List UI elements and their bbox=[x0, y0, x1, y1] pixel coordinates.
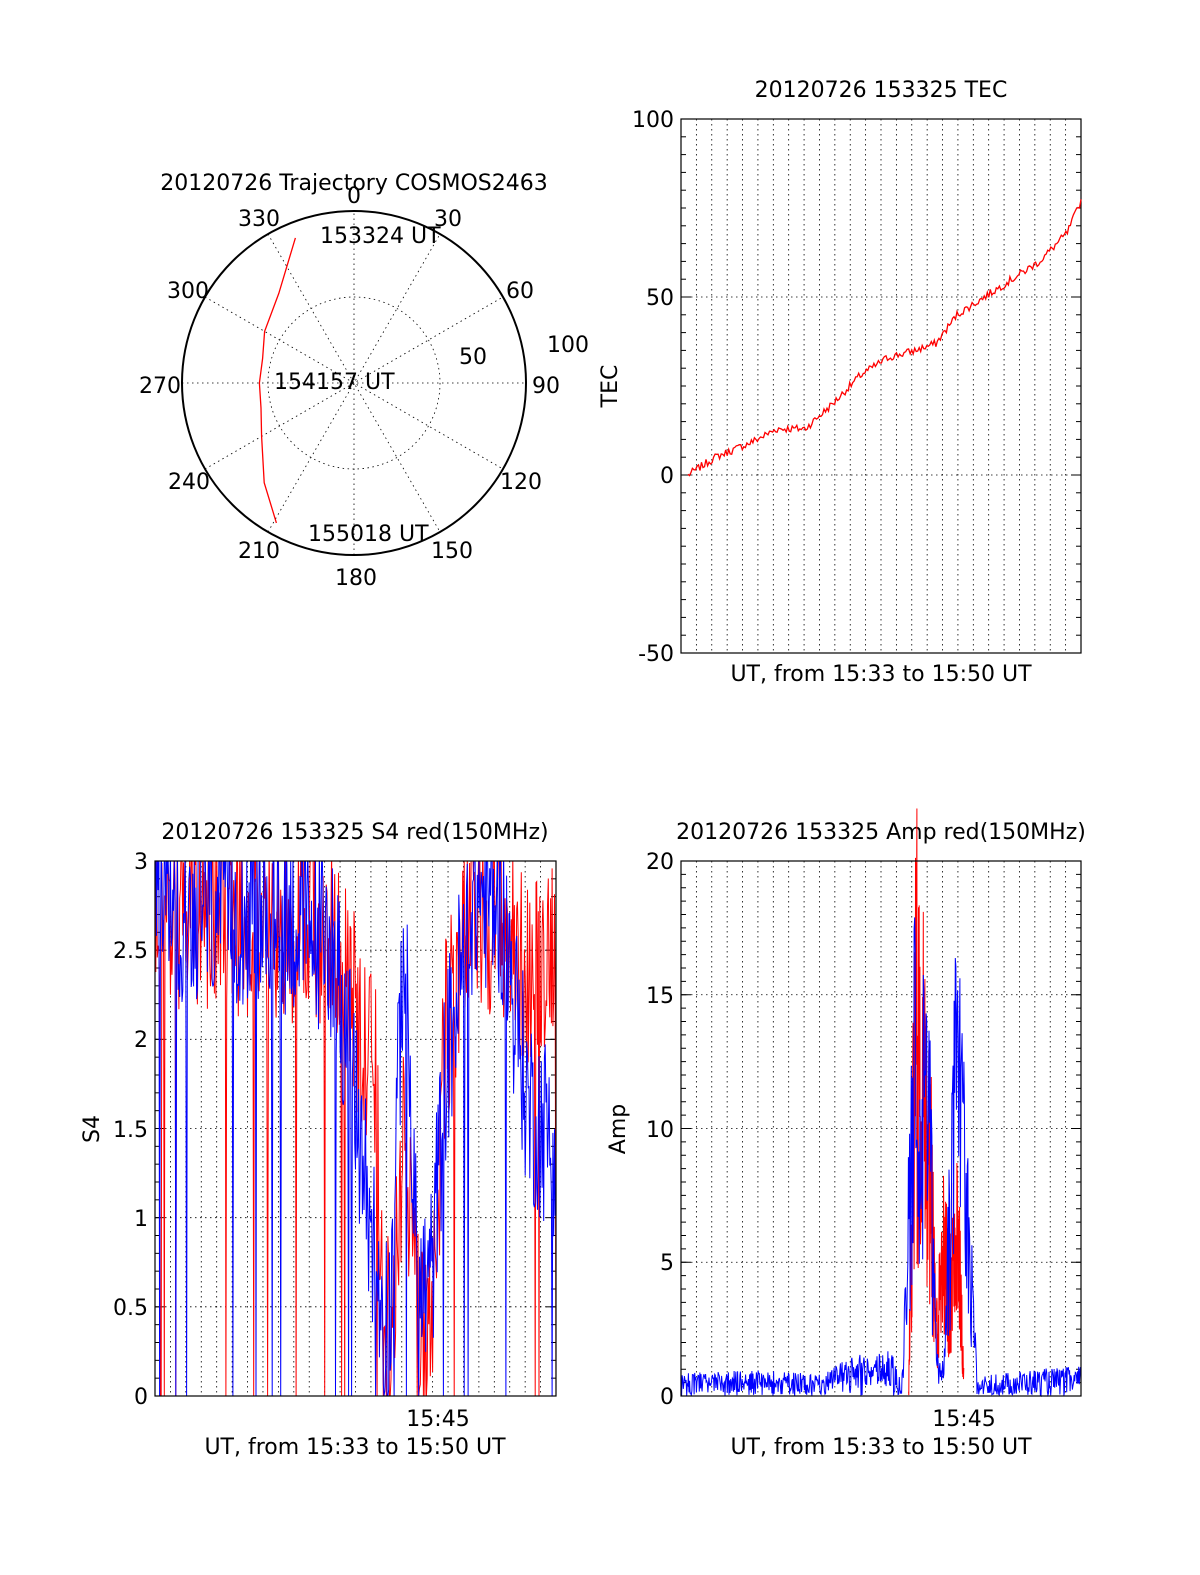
polar-angle-label: 90 bbox=[532, 374, 560, 399]
amp-series bbox=[680, 808, 1082, 1398]
amp-ytick: 5 bbox=[660, 1251, 674, 1276]
s4-ytick: 1 bbox=[134, 1207, 148, 1232]
polar-angle-label: 60 bbox=[506, 279, 534, 304]
amp-series-line bbox=[908, 808, 965, 1396]
trajectory-mid-label: 154157 UT bbox=[274, 370, 395, 395]
polar-angle-label: 240 bbox=[168, 470, 210, 495]
s4-ytick: 0 bbox=[134, 1385, 148, 1410]
polar-radial-label: 50 bbox=[459, 345, 487, 370]
polar-grid bbox=[181, 210, 527, 556]
trajectory-end-label: 155018 UT bbox=[308, 522, 429, 547]
amp-ytick: 0 bbox=[660, 1385, 674, 1410]
tec-ytick: 0 bbox=[660, 464, 674, 489]
amp-title: 20120726 153325 Amp red(150MHz) bbox=[676, 820, 1086, 845]
polar-angle-label: 210 bbox=[238, 539, 280, 564]
s4-y-tick-labels: 3 2.5 2 1.5 1 0.5 0 bbox=[113, 850, 148, 1410]
tec-x-axis-label: UT, from 15:33 to 15:50 UT bbox=[730, 662, 1032, 687]
s4-x-axis-label: UT, from 15:33 to 15:50 UT bbox=[204, 1435, 506, 1460]
tec-panel: 20120726 153325 TEC 100 50 0 -50 TEC UT,… bbox=[598, 78, 1082, 687]
amp-frame bbox=[680, 860, 1082, 1397]
polar-angle-label: 0 bbox=[347, 184, 361, 209]
s4-ytick: 2 bbox=[134, 1028, 148, 1053]
amp-ytick: 20 bbox=[646, 850, 674, 875]
polar-angle-label: 120 bbox=[500, 470, 542, 495]
polar-angle-label: 300 bbox=[167, 279, 209, 304]
tec-ytick: 50 bbox=[646, 286, 674, 311]
amp-x-axis-label: UT, from 15:33 to 15:50 UT bbox=[730, 1435, 1032, 1460]
trajectory-start-label: 153324 UT bbox=[320, 224, 441, 249]
tec-y-axis-label: TEC bbox=[598, 365, 623, 409]
s4-series bbox=[155, 861, 556, 1396]
polar-inner-circle bbox=[267, 296, 441, 470]
polar-angle-label: 270 bbox=[139, 374, 181, 399]
amp-grid bbox=[681, 861, 1081, 1396]
trajectory-line bbox=[258, 237, 297, 524]
s4-ytick: 0.5 bbox=[113, 1296, 148, 1321]
amp-x-tick-label: 15:45 bbox=[932, 1407, 995, 1432]
s4-ytick: 1.5 bbox=[113, 1118, 148, 1143]
polar-title: 20120726 Trajectory COSMOS2463 bbox=[160, 171, 547, 196]
s4-ytick: 3 bbox=[134, 850, 148, 875]
polar-angle-label: 330 bbox=[238, 207, 280, 232]
polar-labels: 0 330 30 300 60 270 90 240 120 210 150 180 50 100 bbox=[139, 184, 589, 591]
amp-y-axis-label: Amp bbox=[606, 1104, 631, 1154]
s4-series-line bbox=[155, 861, 556, 1396]
s4-title: 20120726 153325 S4 red(150MHz) bbox=[161, 820, 548, 845]
tec-ytick: 100 bbox=[632, 108, 674, 133]
amp-panel: 20120726 153325 Amp red(150MHz) 20 15 10… bbox=[606, 808, 1086, 1460]
amp-y-tick-labels: 20 15 10 5 0 bbox=[646, 850, 674, 1410]
amp-ytick: 15 bbox=[646, 984, 674, 1009]
tec-ytick: -50 bbox=[638, 642, 674, 667]
tec-frame bbox=[680, 118, 1082, 654]
s4-panel: 20120726 153325 S4 red(150MHz) 3 2.5 2 1… bbox=[80, 820, 557, 1460]
tec-grid bbox=[681, 119, 1081, 654]
tec-title: 20120726 153325 TEC bbox=[755, 78, 1008, 103]
tec-y-tick-labels: 100 50 0 -50 bbox=[632, 108, 674, 667]
s4-x-tick-label: 15:45 bbox=[406, 1407, 469, 1432]
s4-ytick: 2.5 bbox=[113, 939, 148, 964]
tec-series-line bbox=[687, 199, 1082, 477]
amp-series-line bbox=[680, 917, 1082, 1398]
polar-panel: 20120726 Trajectory COSMOS2463 0 330 30 300… bbox=[139, 171, 589, 591]
polar-angle-label: 30 bbox=[434, 207, 462, 232]
s4-series-line bbox=[155, 861, 556, 1396]
polar-radial-label: 100 bbox=[547, 333, 589, 358]
polar-angle-label: 150 bbox=[431, 539, 473, 564]
s4-frame bbox=[154, 860, 557, 1397]
amp-ytick: 10 bbox=[646, 1118, 674, 1143]
polar-angle-label: 180 bbox=[335, 566, 377, 591]
s4-y-axis-label: S4 bbox=[80, 1115, 105, 1143]
